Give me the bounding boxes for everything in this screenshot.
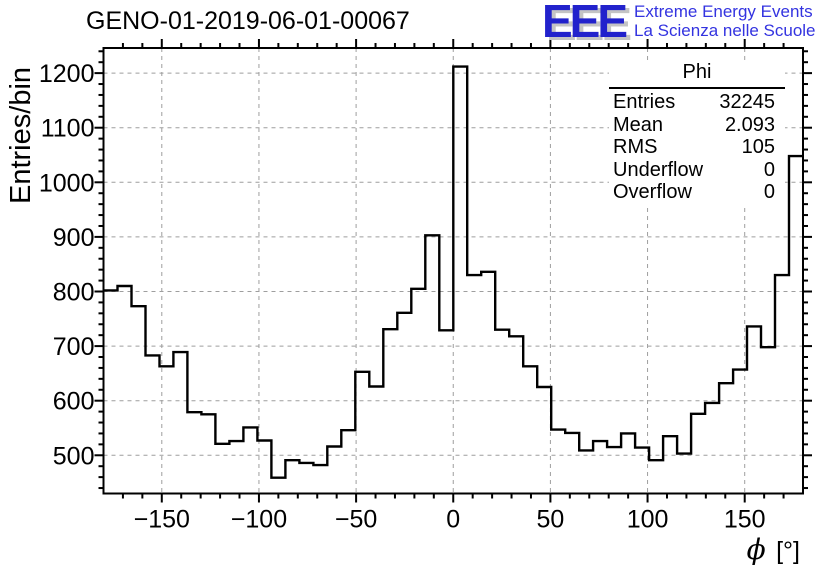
stats-row: Entries 32245 [609, 91, 785, 114]
y-tick-label: 900 [53, 224, 95, 252]
eee-logo-text: Extreme Energy Events La Scienza nelle S… [634, 0, 815, 40]
y-tick-label: 1200 [39, 60, 95, 88]
stat-value: 0 [763, 181, 775, 203]
y-tick-label: 1100 [41, 115, 95, 143]
stat-value: 2.093 [724, 113, 775, 136]
stat-value: 105 [741, 136, 775, 158]
histogram-line [103, 65, 803, 479]
stats-row: Mean 2.093 [609, 114, 785, 137]
page-title: GENO-01-2019-06-01-00067 [86, 7, 410, 35]
x-tick-label: 150 [724, 506, 766, 534]
x-tick-label: −50 [335, 506, 377, 534]
y-tick-label: 600 [53, 388, 95, 416]
stat-label: Mean [613, 113, 664, 136]
x-axis-title: ϕ [°] [600, 533, 800, 566]
eee-logo: EEE Extreme Energy Events La Scienza nel… [542, 0, 816, 47]
x-tick-label: 50 [536, 506, 564, 534]
stats-row: RMS 105 [609, 136, 785, 159]
x-tick-label: 0 [446, 506, 460, 534]
eee-logo-line1: Extreme Energy Events [634, 2, 813, 21]
stat-label: Entries [613, 91, 676, 113]
stat-value: 0 [763, 158, 775, 181]
x-tick-label: 100 [627, 506, 669, 534]
stat-label: RMS [613, 136, 658, 158]
y-tick-label: 1000 [39, 169, 95, 197]
x-axis-unit: [°] [776, 537, 800, 565]
stats-box-title: Phi [609, 61, 785, 89]
stats-box: Phi Entries 32245 Mean 2.093 RMS 105 Underflow… [609, 61, 785, 204]
stat-label: Underflow [613, 158, 704, 181]
x-tick-label: −150 [134, 506, 190, 534]
y-tick-label: 500 [53, 442, 95, 470]
stats-row: Underflow 0 [609, 159, 785, 182]
x-tick-label: −100 [231, 506, 287, 534]
y-tick-label: 700 [53, 333, 95, 361]
eee-logo-acronym: EEE [542, 0, 628, 47]
stat-value: 32245 [719, 91, 775, 113]
eee-logo-line2: La Scienza nelle Scuole [634, 21, 816, 40]
stats-row: Overflow 0 [609, 181, 785, 204]
y-tick-label: 800 [53, 278, 95, 306]
phi-symbol: ϕ [746, 533, 766, 566]
y-axis-title: Entries/bin [5, 66, 37, 204]
stats-rows: Entries 32245 Mean 2.093 RMS 105 Underflow 0 Ove… [609, 89, 785, 204]
stat-label: Overflow [613, 181, 692, 203]
